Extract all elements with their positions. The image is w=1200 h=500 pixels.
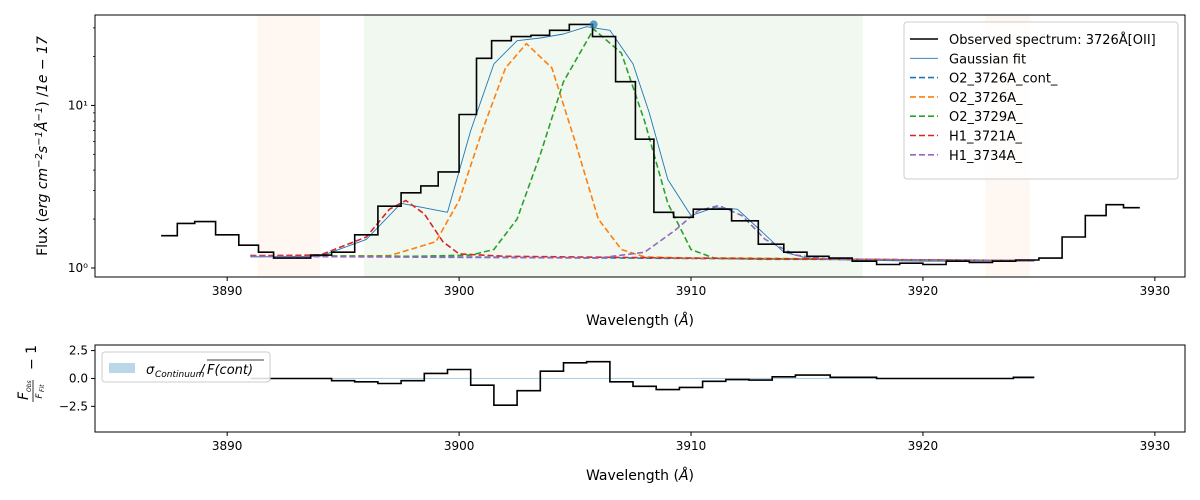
main-plot-frame — [94, 14, 1186, 278]
residual-x-tick-label-3920: 3920 — [908, 439, 939, 453]
main-x-tick-label-3890: 3890 — [212, 284, 243, 298]
peak-marker — [589, 20, 598, 29]
main-x-tick-label-3930: 3930 — [1140, 284, 1171, 298]
residual-y-tick-label-0: 0.0 — [69, 371, 88, 385]
main-y-tick-label-1: 10⁰ — [68, 261, 88, 275]
shaded-regions — [257, 15, 1030, 277]
legend-label-5: H1_3721A_ — [949, 130, 1023, 145]
svg-text:σ: σ — [146, 363, 155, 378]
main-x-tick-label-3900: 3900 — [444, 284, 475, 298]
residual-x-ticks: 3890 3900 3910 3920 3930 — [212, 432, 1170, 453]
legend-label-4: O2_3729A_ — [949, 110, 1023, 125]
legend-label-2: O2_3726A_cont_ — [949, 72, 1058, 87]
main-x-axis-label: Wavelength (Å) — [586, 312, 694, 329]
residual-plot-frame — [94, 344, 1186, 433]
main-x-tick-label-3920: 3920 — [908, 284, 939, 298]
residual-y-tick-label--2.5: −2.5 — [59, 399, 88, 413]
shaded-region-0 — [257, 15, 320, 277]
residual-legend-label: σ Continuum / F(cont) — [146, 359, 264, 380]
main-spectrum-panel: 3890 3900 3910 3920 3930 10⁰ 10¹ Wavelength (… — [34, 14, 1186, 329]
residual-x-tick-label-3890: 3890 — [212, 439, 243, 453]
main-y-tick-label-10: 10¹ — [68, 98, 88, 112]
residual-y-ticks: 2.5 0.0 −2.5 — [59, 344, 95, 413]
legend-label-0: Observed spectrum: 3726Å[OII] — [949, 32, 1156, 48]
main-x-tick-label-3910: 3910 — [676, 284, 707, 298]
residual-line-group — [250, 360, 1035, 406]
svg-text:− 1: − 1 — [24, 345, 40, 370]
main-y-axis-label: Flux (erg cm−2s−1Å−1) /1e − 17 — [34, 36, 51, 256]
svg-text:F: F — [35, 393, 45, 399]
observed-spectrum — [161, 23, 1140, 266]
residual-x-axis-label: Wavelength (Å) — [586, 467, 694, 484]
legend-entries: Observed spectrum: 3726Å[OII] Gaussian fi… — [910, 32, 1156, 164]
residual-panel: 3890 3900 3910 3920 3930 2.5 0.0 −2.5 Waveleng… — [16, 344, 1186, 484]
svg-text:Continuum: Continuum — [155, 370, 205, 380]
shaded-region-1 — [364, 15, 863, 277]
peak-marker-group — [589, 20, 598, 29]
svg-text:F(cont): F(cont) — [207, 363, 253, 378]
svg-text:F: F — [16, 391, 32, 400]
residual-band — [250, 377, 1035, 380]
main-y-ticks: 10⁰ 10¹ — [68, 27, 95, 275]
legend-label-6: H1_3734A_ — [949, 149, 1023, 164]
series-o2-3729a — [250, 28, 1035, 262]
residual-x-tick-label-3930: 3930 — [1140, 439, 1171, 453]
residual-y-axis-label: F Obs F Fit − 1 — [16, 345, 46, 402]
legend-label-1: Gaussian fit — [949, 52, 1026, 67]
main-legend-box — [903, 21, 1179, 180]
residual-x-tick-label-3910: 3910 — [676, 439, 707, 453]
residual-legend-swatch — [109, 363, 135, 373]
observed-spectrum-line — [161, 23, 1140, 266]
main-legend: Observed spectrum: 3726Å[OII] Gaussian fi… — [903, 21, 1179, 180]
legend-label-3: O2_3726A_ — [949, 91, 1023, 106]
residual-legend: σ Continuum / F(cont) — [101, 351, 271, 383]
residual-sigma-band — [250, 377, 1035, 380]
svg-text:Fit: Fit — [39, 384, 46, 392]
residual-line — [250, 360, 1035, 406]
residual-legend-box — [101, 351, 271, 383]
residual-x-tick-label-3900: 3900 — [444, 439, 475, 453]
residual-y-tick-label-2.5: 2.5 — [69, 344, 88, 358]
main-x-ticks: 3890 3900 3910 3920 3930 — [212, 277, 1170, 298]
series-gaussian-fit — [250, 26, 1035, 262]
series-h1-3721a — [250, 199, 1035, 262]
svg-text:/: / — [199, 363, 206, 378]
svg-text:Obs: Obs — [26, 380, 33, 392]
